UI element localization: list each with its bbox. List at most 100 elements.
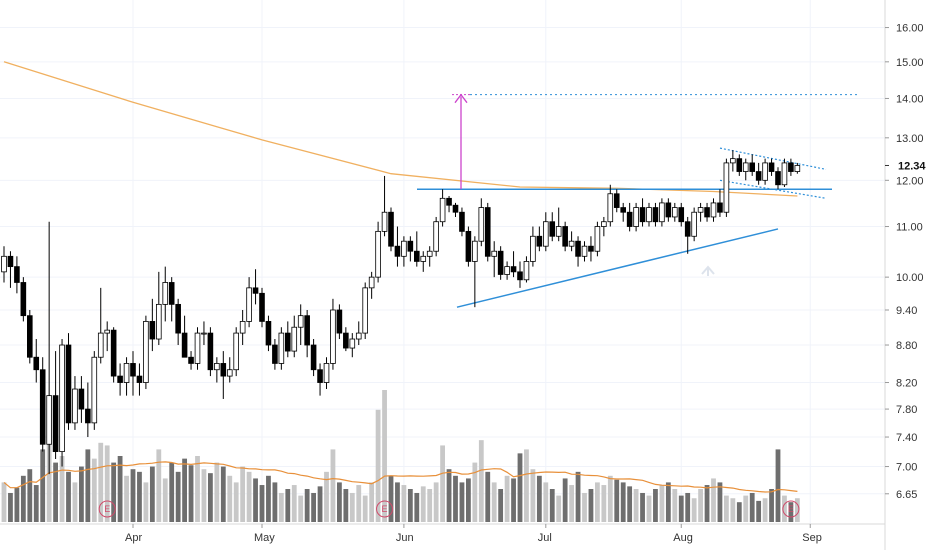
candle-body	[517, 271, 523, 281]
candle-body	[330, 309, 336, 364]
price-tick-label: 15.00	[896, 57, 924, 69]
candle-body	[562, 226, 568, 247]
volume-bar	[788, 502, 794, 522]
candle-body	[788, 162, 794, 172]
volume-bar	[201, 469, 207, 522]
candle-body	[1, 255, 7, 273]
volume-bar	[72, 482, 78, 522]
candle-body	[343, 332, 349, 349]
volume-bar	[433, 482, 439, 522]
volume-bar	[382, 390, 387, 522]
candle-body	[188, 356, 194, 364]
volume-bar	[756, 500, 762, 522]
candle-body	[394, 245, 401, 257]
volume-bar	[511, 478, 516, 522]
volume-bar	[601, 485, 607, 522]
time-tick-label: Jun	[396, 532, 414, 544]
volume-bar	[769, 489, 774, 522]
candle-body	[278, 332, 285, 364]
volume-bar	[724, 495, 729, 522]
candle-body	[439, 197, 446, 223]
candle-body	[581, 245, 588, 257]
price-tick-label: 9.40	[896, 305, 917, 317]
price-tick-label: 8.20	[896, 378, 917, 390]
volume-bar	[466, 478, 471, 522]
candle-body	[226, 369, 233, 377]
candle-body	[684, 221, 691, 237]
candle-body	[201, 332, 207, 335]
candle-body	[175, 303, 181, 334]
volume-bar	[53, 462, 58, 522]
candle-body	[768, 162, 775, 172]
volume-bar	[665, 482, 671, 522]
candle-body	[704, 207, 710, 218]
candle-body	[555, 226, 562, 237]
candle-body	[646, 207, 652, 223]
price-tick-label: 11.00	[896, 222, 923, 234]
candle-body	[14, 266, 20, 283]
candle-body	[104, 329, 111, 334]
candle-body	[304, 315, 310, 346]
volume-bar	[569, 485, 574, 522]
volume-bar	[582, 492, 587, 522]
candle-body	[691, 211, 697, 237]
volume-bar	[730, 498, 736, 522]
volume-bar	[459, 482, 465, 522]
candle-body	[252, 287, 259, 294]
candle-body	[407, 240, 414, 252]
candle-body	[620, 207, 626, 213]
candle-body	[33, 356, 40, 371]
price-tick-label: 7.00	[896, 462, 917, 474]
candle-body	[543, 221, 549, 247]
volume-bar	[575, 471, 581, 522]
volume-bar	[595, 482, 600, 522]
candle-body	[368, 276, 375, 289]
candle-body	[497, 250, 504, 275]
volume-bar	[311, 492, 316, 522]
volume-bar	[208, 473, 213, 522]
volume-bar	[653, 489, 658, 522]
volume-bar	[491, 482, 497, 522]
candle-body	[678, 207, 685, 223]
drawings	[417, 93, 860, 308]
candle-body	[401, 240, 407, 257]
volume-bar	[66, 471, 71, 522]
candle-body	[194, 332, 201, 364]
candle-body	[749, 162, 755, 172]
candle-body	[297, 315, 304, 328]
candle-body	[388, 211, 394, 247]
candle-body	[672, 207, 678, 218]
volume-bar	[478, 440, 484, 522]
candle-body	[46, 395, 52, 445]
volume-bar	[117, 456, 123, 522]
candle-body	[723, 162, 730, 213]
candle-body	[52, 395, 59, 452]
price-tick-label: 6.65	[896, 489, 917, 501]
candle-body	[607, 193, 614, 223]
candle-body	[775, 171, 781, 186]
earnings-marker	[376, 500, 394, 518]
earnings-marker	[782, 500, 800, 518]
volume-bar	[620, 482, 626, 522]
volume-bar	[233, 482, 239, 522]
volume-bar	[407, 489, 413, 522]
candle-body	[588, 245, 594, 252]
volume-bar	[743, 495, 749, 522]
volume-bar	[46, 440, 52, 522]
volume-bar	[782, 495, 787, 522]
candle-body	[697, 207, 704, 213]
price-tick-label: 14.00	[896, 93, 924, 105]
volume-bar	[627, 486, 633, 522]
volume-bar	[91, 458, 97, 522]
candle-body	[665, 202, 672, 218]
volume-bar	[253, 478, 258, 522]
candle-body	[433, 221, 439, 252]
volume-bar	[124, 475, 129, 522]
candle-body	[78, 388, 85, 410]
candle-body	[510, 266, 517, 273]
candle-body	[149, 321, 156, 340]
earnings-marker	[98, 500, 116, 518]
volume-bar	[369, 482, 375, 522]
candle-body	[452, 204, 459, 213]
